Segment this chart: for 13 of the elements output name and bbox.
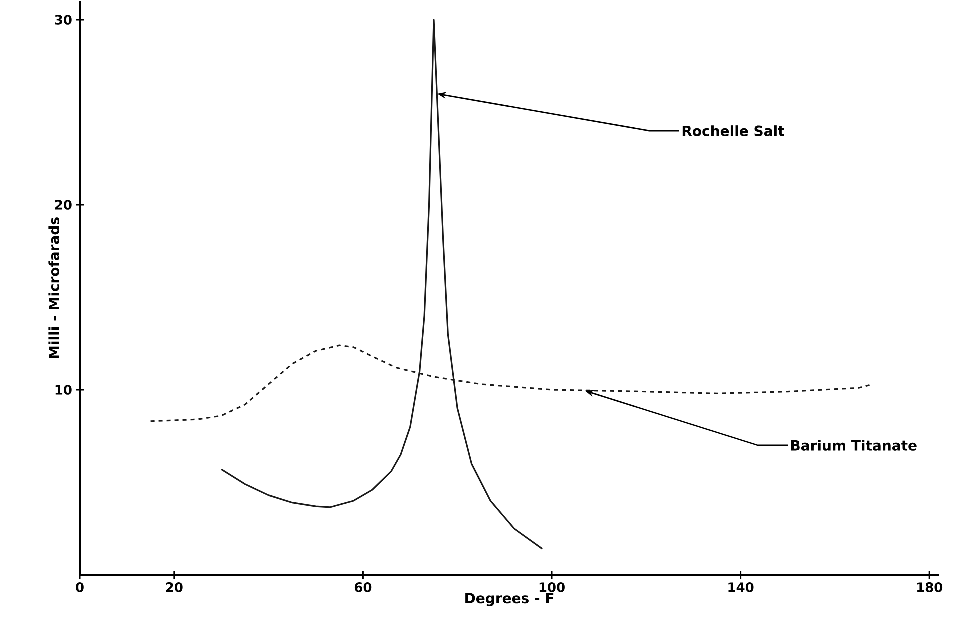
x-tick-label: 60	[354, 582, 372, 592]
y-tick-label: 10	[56, 385, 72, 395]
y-tick-label: 20	[55, 200, 72, 210]
x-tick-label: 140	[728, 582, 754, 592]
annotation: Barium Titanate	[791, 440, 917, 451]
x-tick-label: 20	[166, 582, 183, 592]
y-tick-label: 30	[55, 15, 72, 25]
x-tick-label: 100	[540, 582, 565, 592]
x-tick-label: 180	[918, 582, 943, 592]
annotation: Rochelle Salt	[682, 126, 784, 136]
x-axis-title: Degrees - F	[466, 593, 554, 606]
y-axis-title: Milli - Microfarads	[48, 218, 60, 358]
x-tick-label: 0	[76, 582, 84, 592]
